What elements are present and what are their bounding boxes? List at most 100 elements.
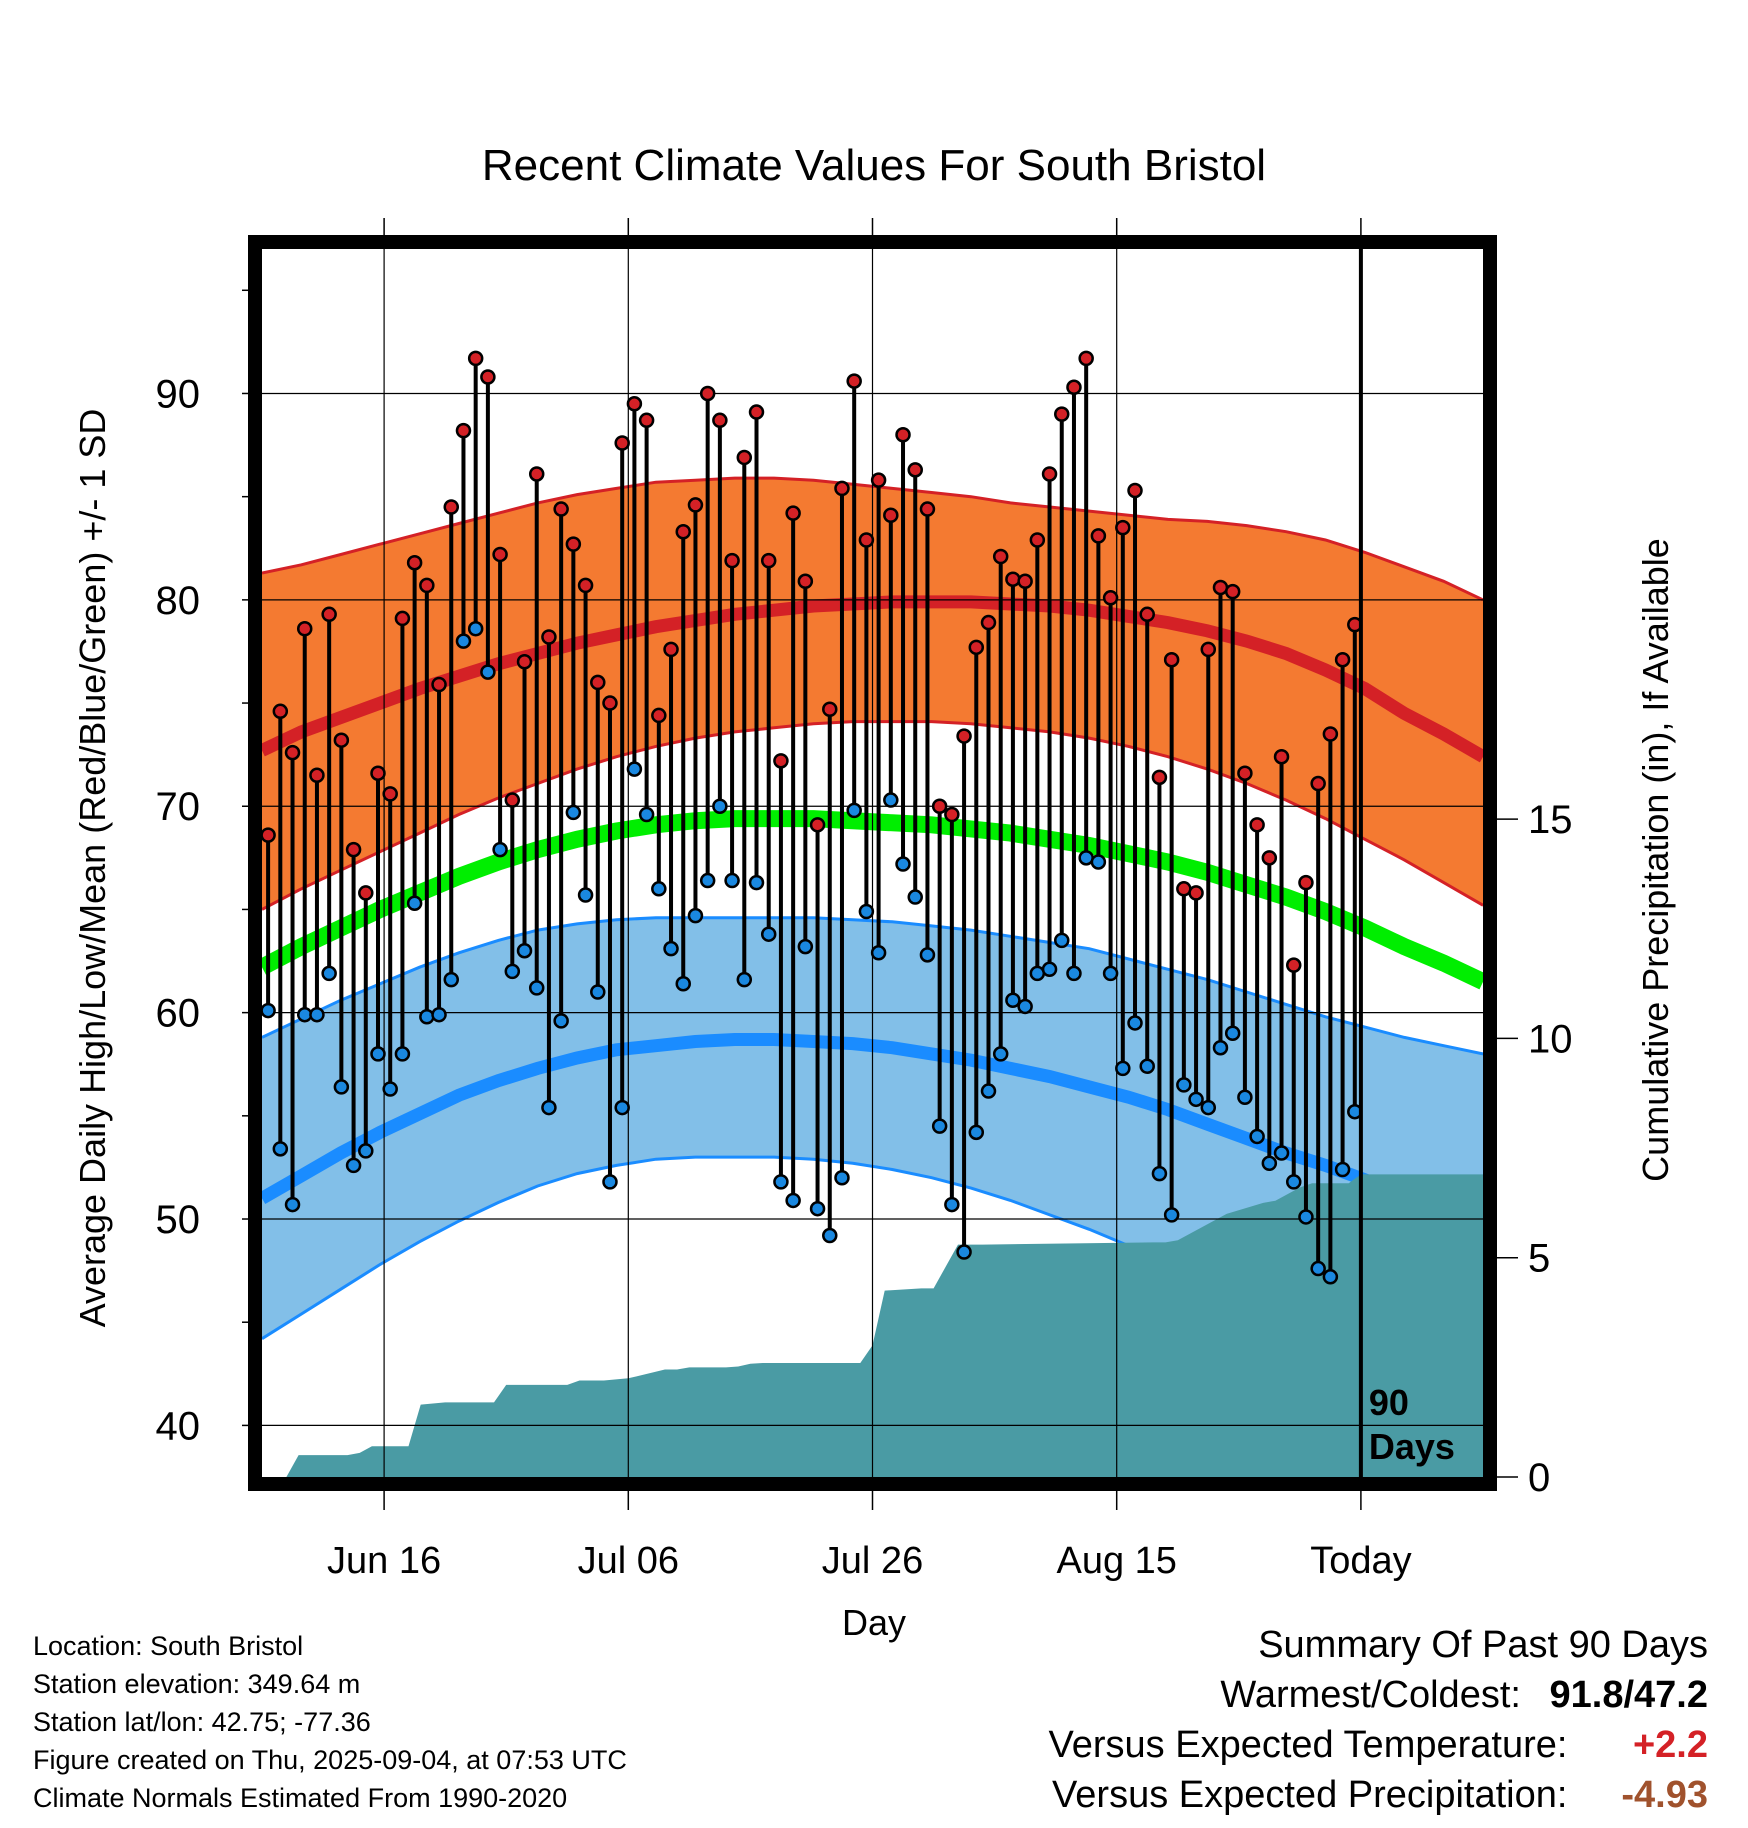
daily-low-point xyxy=(1115,1060,1131,1077)
daily-high-point xyxy=(870,472,887,488)
precip-value: -4.93 xyxy=(1621,1774,1708,1816)
daily-high-point xyxy=(1200,641,1217,658)
summary-panel: Summary Of Past 90 Days Warmest/Coldest:… xyxy=(1049,1620,1708,1820)
temp-label: Versus Expected Temperature: xyxy=(1048,1724,1568,1766)
daily-high-point xyxy=(1102,590,1119,606)
y2-tick-label: 15 xyxy=(1528,798,1573,842)
daily-high-point xyxy=(968,639,985,656)
daily-high-point xyxy=(1285,957,1302,973)
daily-high-point xyxy=(309,767,325,784)
y-tick-label: 50 xyxy=(156,1198,201,1242)
daily-low-point xyxy=(541,1099,557,1116)
daily-high-point xyxy=(809,817,826,833)
daily-high-point xyxy=(602,695,618,711)
daily-low-point xyxy=(1237,1089,1253,1105)
x-axis-label: Day xyxy=(842,1602,906,1643)
x-tick-label: Jul 06 xyxy=(578,1540,679,1582)
daily-high-point xyxy=(1249,817,1265,833)
daily-low-point xyxy=(712,798,728,814)
daily-low-point xyxy=(528,980,545,996)
daily-high-point xyxy=(565,536,582,552)
daily-low-point xyxy=(1212,1039,1229,1056)
daily-low-point xyxy=(699,872,716,889)
daily-high-point xyxy=(284,744,301,761)
daily-high-point xyxy=(553,501,569,517)
daily-high-point xyxy=(931,798,948,814)
daily-low-point xyxy=(748,874,765,891)
station-info: Location: South Bristol Station elevatio… xyxy=(33,1627,627,1817)
daily-low-point xyxy=(1151,1165,1168,1182)
daily-low-point xyxy=(1249,1128,1265,1145)
daily-low-point xyxy=(394,1046,411,1062)
daily-low-point xyxy=(431,1006,447,1023)
daily-high-point xyxy=(1127,482,1143,499)
daily-high-point xyxy=(516,654,533,670)
daily-high-point xyxy=(541,629,557,645)
daily-low-point xyxy=(980,1083,997,1099)
daily-low-point xyxy=(1005,992,1021,1008)
info-elevation: Station elevation: 349.64 m xyxy=(33,1669,361,1699)
warm-cold-label: Warmest/Coldest: xyxy=(1220,1674,1521,1716)
daily-high-point xyxy=(614,435,630,451)
daily-high-point xyxy=(1261,850,1278,866)
daily-low-point xyxy=(822,1227,838,1244)
daily-low-point xyxy=(1298,1209,1314,1225)
daily-low-point xyxy=(1285,1174,1302,1190)
daily-low-point xyxy=(870,945,887,961)
daily-low-point xyxy=(1176,1077,1192,1093)
y-tick-label: 90 xyxy=(156,372,201,416)
daily-low-point xyxy=(1066,965,1082,982)
daily-high-point xyxy=(1066,379,1082,396)
daily-low-point xyxy=(834,1169,850,1186)
daily-low-point xyxy=(614,1099,630,1116)
daily-low-point xyxy=(345,1157,362,1174)
daily-high-point xyxy=(992,548,1009,565)
daily-low-point xyxy=(992,1046,1009,1062)
daily-low-point xyxy=(724,872,740,889)
daily-high-point xyxy=(1334,651,1351,668)
daily-high-point xyxy=(760,552,777,569)
daily-high-point xyxy=(699,385,716,402)
summary-precip: Versus Expected Precipitation: -4.93 xyxy=(1049,1770,1708,1820)
daily-low-point xyxy=(944,1196,960,1213)
daily-high-point xyxy=(712,412,728,429)
daily-low-point xyxy=(919,947,936,963)
daily-high-point xyxy=(1054,406,1070,422)
x-tick-label: Jul 26 xyxy=(822,1540,923,1582)
plot-area: 90 Days xyxy=(262,249,1483,1477)
axes: 40 50 60 70 80 90 0 5 10 15 Jun 16 Jul 06 Jul 26 Aug … xyxy=(156,218,1573,1582)
daily-low-point xyxy=(1188,1091,1204,1108)
daily-high-point xyxy=(358,885,374,901)
daily-high-point xyxy=(773,753,789,769)
daily-low-point xyxy=(883,792,899,808)
daily-high-point xyxy=(895,426,911,443)
daily-high-point xyxy=(333,732,350,748)
daily-low-point xyxy=(1334,1161,1351,1178)
daily-high-point xyxy=(1029,532,1046,548)
daily-high-point xyxy=(370,765,386,781)
daily-high-point xyxy=(1041,466,1058,482)
daily-high-point xyxy=(1273,748,1290,765)
daily-low-point xyxy=(565,804,582,821)
today-marker-label: 90 Days xyxy=(1369,1382,1455,1467)
daily-low-point xyxy=(492,841,508,858)
plot-content xyxy=(262,249,1483,1477)
daily-high-point xyxy=(419,577,435,594)
y-tick-label: 40 xyxy=(156,1404,201,1448)
daily-high-point xyxy=(687,497,704,513)
y2-tick-label: 0 xyxy=(1528,1456,1550,1500)
y2-tick-label: 5 xyxy=(1528,1237,1550,1281)
daily-high-point xyxy=(785,505,801,521)
daily-high-point xyxy=(467,350,484,367)
daily-low-point xyxy=(1041,961,1058,978)
warm-cold-value: 91.8/47.2 xyxy=(1549,1674,1708,1716)
daily-low-point xyxy=(602,1174,618,1190)
daily-high-point xyxy=(577,577,594,594)
daily-high-point xyxy=(883,507,899,523)
daily-low-point xyxy=(1273,1145,1290,1161)
daily-high-point xyxy=(1224,583,1241,600)
daily-high-point xyxy=(443,499,460,515)
y-tick-label: 60 xyxy=(156,992,201,1036)
daily-high-point xyxy=(1115,519,1131,536)
daily-high-point xyxy=(822,701,838,717)
